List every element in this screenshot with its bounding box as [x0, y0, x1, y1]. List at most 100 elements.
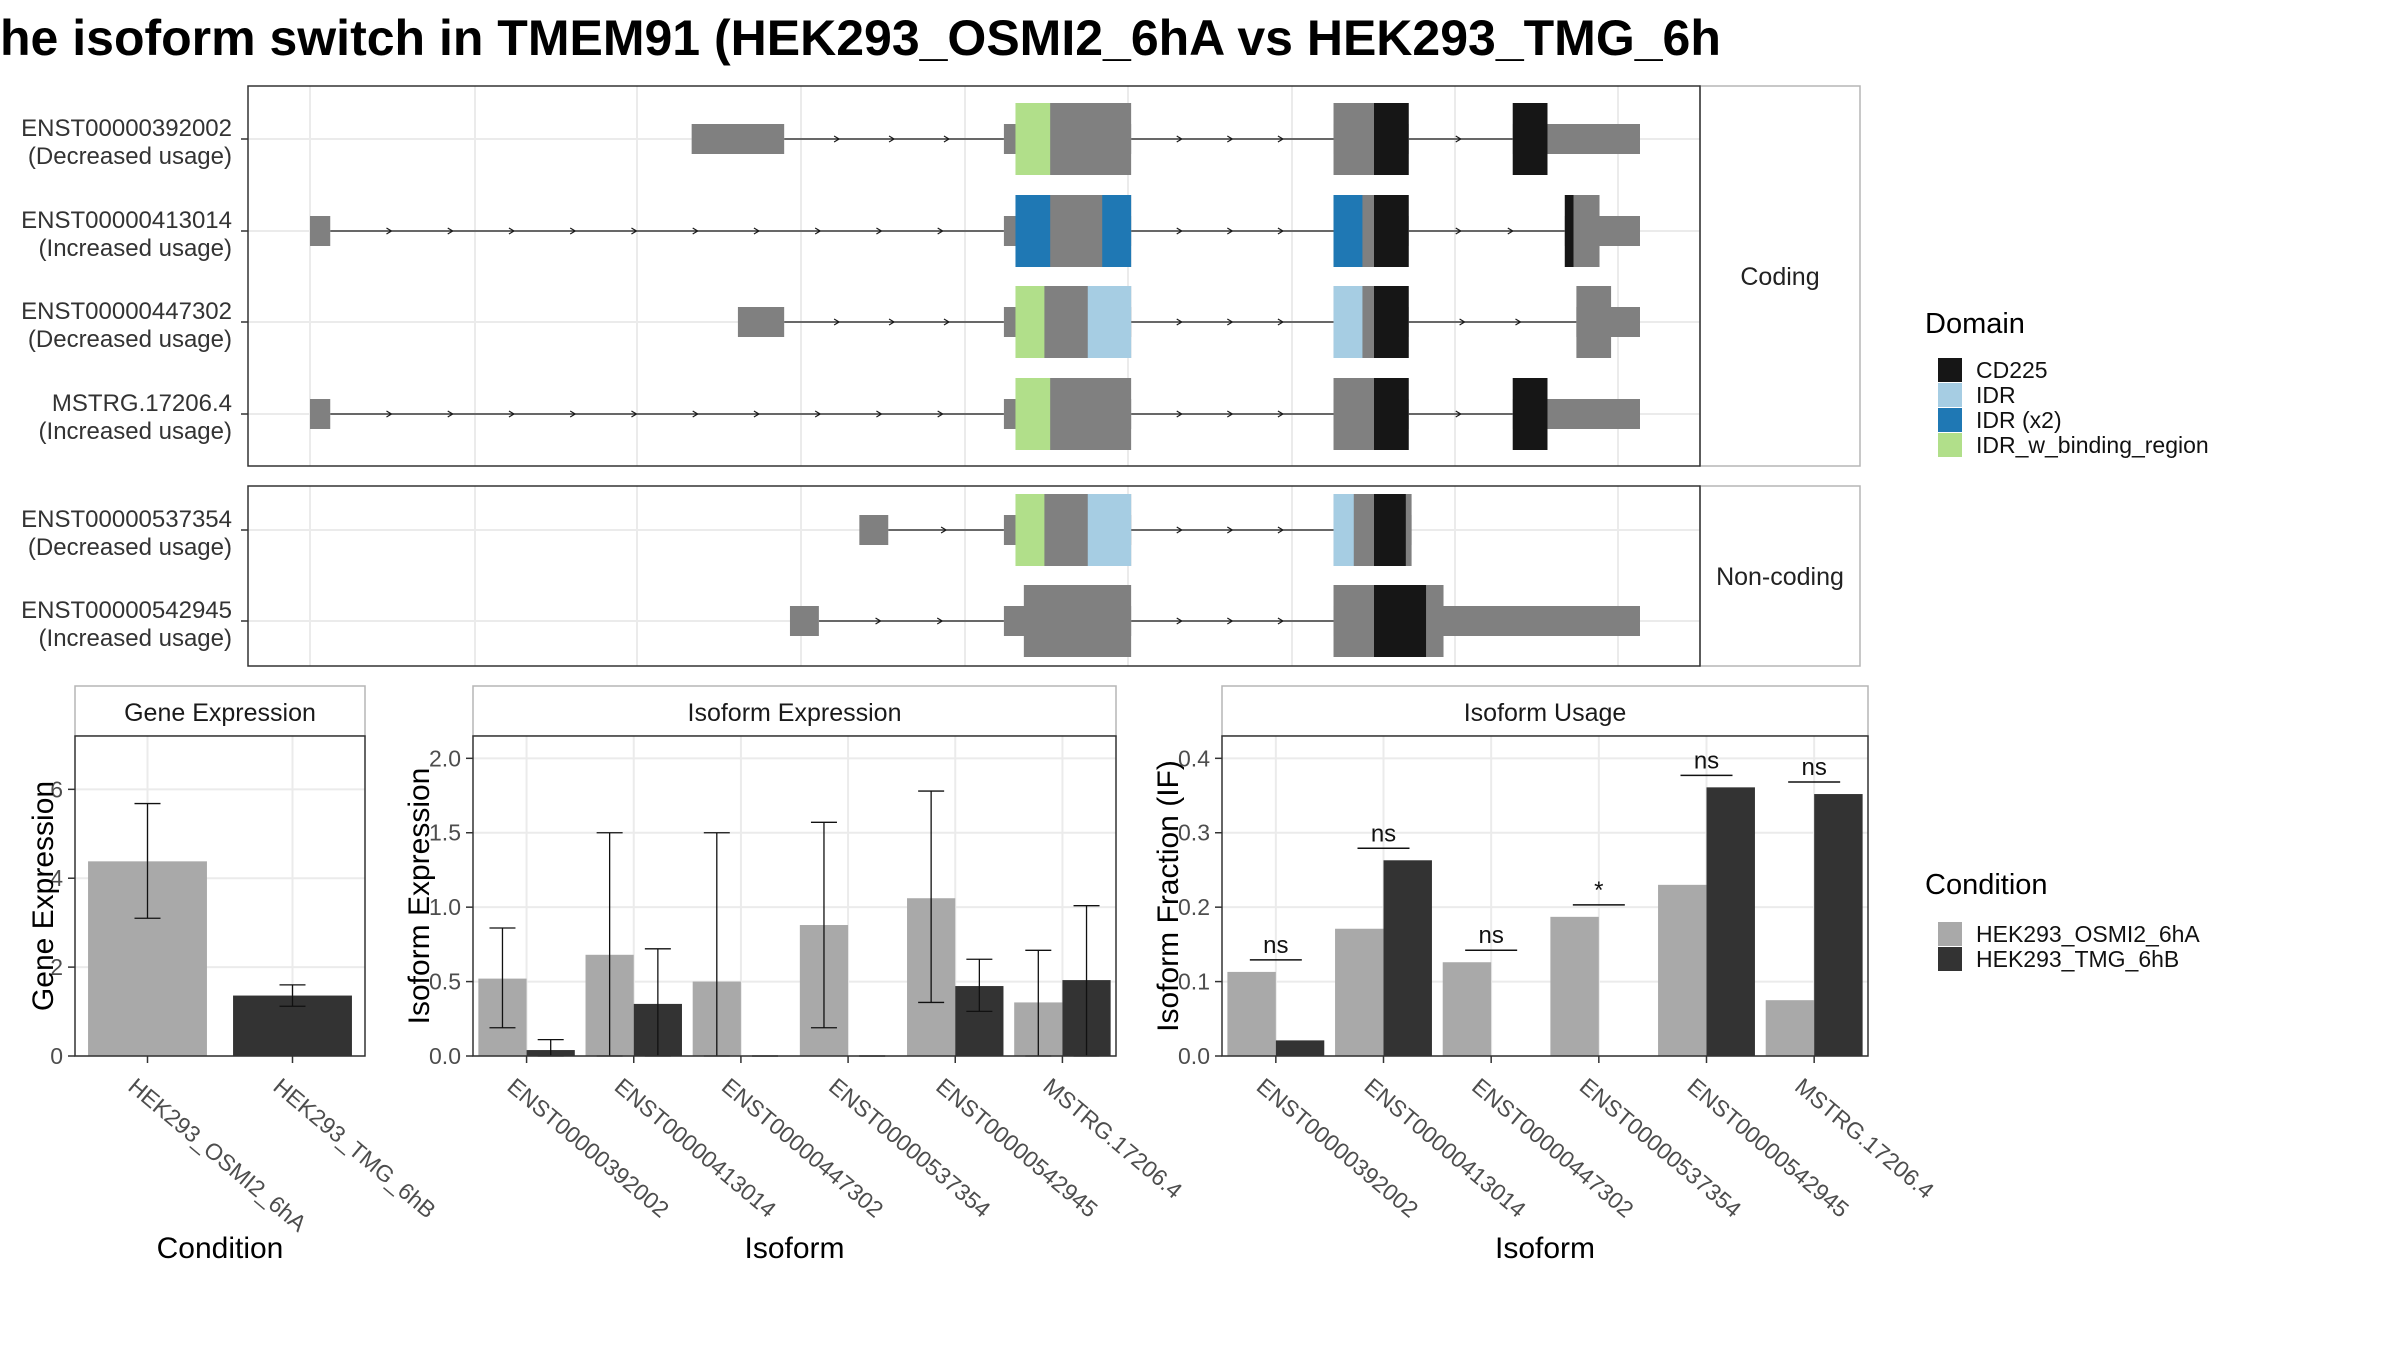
y-tick-label: 0.0: [1178, 1043, 1210, 1069]
bar: [1227, 971, 1276, 1056]
intron-arrow: [1227, 318, 1234, 326]
intron-arrow: [1227, 617, 1234, 625]
domain-idr: [1087, 494, 1132, 566]
transcript-id-label: ENST00000537354: [21, 506, 232, 533]
transcript-id-label: ENST00000413014: [21, 207, 232, 234]
domain-legend-key: [1938, 383, 1962, 407]
intron-arrow: [1455, 227, 1462, 235]
intron-arrow: [814, 227, 822, 235]
exon-utr: [310, 216, 331, 246]
bar: [1658, 884, 1707, 1056]
intron-arrow: [569, 410, 577, 418]
bar: [1814, 794, 1863, 1056]
domain-legend-key: [1938, 433, 1962, 457]
intron-arrow: [1455, 410, 1462, 418]
intron-arrow: [888, 135, 896, 143]
condition-legend-label: HEK293_OSMI2_6hA: [1976, 921, 2200, 947]
intron-arrow: [753, 227, 761, 235]
y-tick-label: 0.5: [429, 969, 461, 995]
chart-title: Gene Expression: [124, 699, 316, 727]
intron-arrow: [447, 410, 454, 418]
panel-background: [248, 486, 1700, 666]
y-tick-label: 0: [50, 1043, 63, 1069]
domain-idr-x2: [1102, 195, 1132, 267]
x-axis-title: Condition: [157, 1232, 284, 1265]
exon-utr: [737, 307, 785, 337]
intron-arrow: [508, 410, 516, 418]
intron-arrow: [875, 617, 882, 625]
transcript-id-label: MSTRG.17206.4: [52, 390, 232, 417]
intron-arrow: [1277, 617, 1285, 625]
y-tick-label: 0.3: [1178, 820, 1210, 846]
chart-background: [473, 736, 1116, 1056]
facet-strip: [1699, 485, 1861, 667]
transcript-usage-label: (Increased usage): [39, 418, 232, 445]
transcript-row: ENST00000392002(Decreased usage): [21, 103, 1640, 175]
error-bar: [810, 821, 837, 1029]
intron-arrow: [888, 318, 896, 326]
intron-arrow: [1277, 135, 1285, 143]
facet-strip-label: Non-coding: [1716, 563, 1844, 591]
error-bar: [134, 802, 161, 919]
intron-arrow: [1277, 410, 1285, 418]
transcript-usage-label: (Decreased usage): [28, 326, 232, 353]
bar: [1765, 1000, 1815, 1056]
domain-legend-title: Domain: [1925, 308, 2025, 340]
panel-border: [247, 485, 1701, 667]
panel-background: [248, 86, 1700, 466]
x-axis-title: Isoform: [1495, 1232, 1595, 1265]
x-tick-label: HEK293_TMG_6hB: [268, 1073, 440, 1224]
chart-title: Isoform Expression: [688, 699, 902, 727]
error-bar: [489, 927, 516, 1029]
domain-idr-x2: [1333, 195, 1363, 267]
transcript-id-label: ENST00000392002: [21, 115, 232, 142]
domain-cd225: [1512, 103, 1548, 175]
intron-arrow: [692, 410, 699, 418]
chart-strip: [1221, 685, 1869, 737]
chart-gene-expression: Gene Expression0246HEK293_OSMI2_6hAHEK29…: [27, 685, 441, 1265]
domain-legend-label: CD225: [1976, 357, 2048, 383]
domain-idr-w-binding-region: [1015, 286, 1045, 358]
intron-arrow: [447, 227, 454, 235]
intron-arrow: [1277, 526, 1285, 534]
x-axis-title: Isoform: [744, 1232, 844, 1265]
error-bar: [966, 958, 993, 1012]
exon-cds: [1576, 286, 1612, 358]
error-bar: [918, 790, 945, 1004]
condition-legend-key: [1938, 922, 1962, 946]
chart-border: [472, 735, 1117, 1057]
intron-arrow: [1277, 227, 1285, 235]
y-tick-label: 4: [50, 865, 63, 891]
intron-arrow: [876, 227, 883, 235]
intron-arrow: [753, 410, 761, 418]
domain-cd225: [1374, 585, 1427, 657]
exon-utr: [691, 124, 785, 154]
transcript-row: ENST00000542945(Increased usage): [21, 585, 1640, 657]
y-tick-label: 0.4: [1178, 745, 1210, 771]
intron-arrow: [876, 410, 883, 418]
chart-isoform-expression: Isoform Expression0.00.51.01.52.0ENST000…: [403, 685, 1187, 1265]
domain-cd225: [1374, 103, 1409, 175]
transcript-row: ENST00000413014(Increased usage): [21, 195, 1640, 267]
domain-legend-key: [1938, 358, 1962, 382]
domain-legend-label: IDR (x2): [1976, 407, 2062, 433]
domain-cd225: [1374, 195, 1409, 267]
transcript-row: MSTRG.17206.4(Increased usage): [39, 378, 1640, 450]
intron-arrow: [386, 410, 393, 418]
intron-arrow: [1176, 318, 1183, 326]
transcript-id-label: ENST00000542945: [21, 597, 232, 624]
significance-label: ns: [1694, 747, 1719, 774]
intron-arrow: [1459, 318, 1466, 326]
exon-cds: [1023, 585, 1132, 657]
intron-arrow: [940, 526, 948, 534]
exon-utr: [859, 515, 889, 545]
bar: [1442, 962, 1492, 1056]
transcript-usage-label: (Decreased usage): [28, 534, 232, 561]
y-tick-label: 2: [50, 954, 63, 980]
intron-arrow: [508, 227, 516, 235]
chart-title: Isoform Usage: [1464, 699, 1627, 727]
y-tick-label: 0.1: [1178, 969, 1210, 995]
domain-legend-key: [1938, 408, 1962, 432]
